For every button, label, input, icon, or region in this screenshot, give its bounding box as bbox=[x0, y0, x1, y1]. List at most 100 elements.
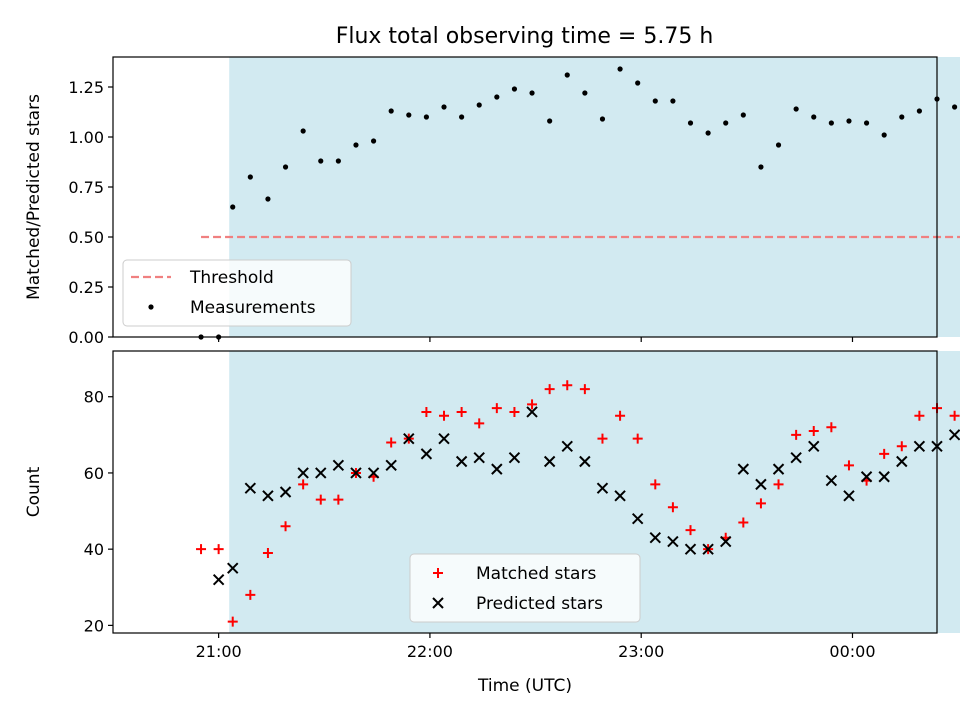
data-point bbox=[386, 437, 397, 448]
y-tick-label: 60 bbox=[84, 464, 104, 483]
data-point bbox=[649, 532, 661, 544]
data-point bbox=[755, 498, 766, 509]
data-point bbox=[667, 535, 679, 548]
data-point bbox=[705, 130, 711, 136]
legend-box bbox=[122, 259, 352, 327]
y-tick-label: 40 bbox=[84, 540, 104, 559]
legend-predicted-swatch bbox=[432, 597, 444, 609]
data-point bbox=[438, 432, 450, 445]
data-point bbox=[791, 429, 802, 440]
data-point bbox=[212, 573, 225, 586]
data-point bbox=[441, 104, 447, 110]
legend-label: Measurements bbox=[190, 298, 316, 318]
legend-measurements-swatch bbox=[148, 304, 154, 310]
data-point bbox=[318, 158, 324, 164]
data-point bbox=[758, 164, 764, 170]
data-point bbox=[300, 128, 306, 134]
data-point bbox=[297, 467, 309, 479]
y-tick-label: 0.75 bbox=[68, 178, 104, 197]
data-point bbox=[775, 142, 782, 148]
data-point bbox=[439, 410, 450, 421]
data-point bbox=[772, 463, 785, 475]
data-point bbox=[367, 467, 380, 479]
data-point bbox=[652, 98, 658, 104]
data-point bbox=[298, 479, 309, 490]
data-point bbox=[543, 455, 556, 468]
legend-box bbox=[409, 553, 641, 623]
data-point bbox=[350, 467, 362, 479]
data-point bbox=[282, 164, 289, 170]
data-point bbox=[227, 562, 239, 574]
data-point bbox=[952, 104, 958, 110]
data-point bbox=[828, 120, 834, 126]
data-point bbox=[526, 406, 538, 418]
data-point bbox=[227, 616, 238, 627]
data-point bbox=[529, 90, 535, 96]
data-point bbox=[808, 440, 820, 452]
data-point bbox=[808, 426, 819, 437]
data-point bbox=[564, 72, 570, 78]
data-point bbox=[474, 418, 485, 429]
data-point bbox=[459, 114, 465, 120]
plot-frame bbox=[112, 56, 938, 338]
data-point bbox=[388, 108, 394, 114]
data-point bbox=[948, 429, 960, 441]
data-point bbox=[403, 432, 415, 445]
data-point bbox=[755, 478, 767, 491]
data-point bbox=[667, 502, 678, 513]
data-point bbox=[740, 112, 746, 118]
data-point bbox=[860, 471, 873, 483]
data-point bbox=[511, 86, 518, 92]
data-point bbox=[196, 544, 207, 555]
data-point bbox=[420, 448, 433, 460]
data-point bbox=[615, 410, 626, 421]
data-point bbox=[684, 543, 697, 555]
data-point bbox=[687, 120, 694, 126]
y-tick-label: 0.00 bbox=[68, 328, 104, 347]
data-point bbox=[315, 494, 326, 505]
data-point bbox=[825, 474, 838, 487]
data-point bbox=[793, 106, 799, 112]
data-point bbox=[527, 399, 538, 410]
data-point bbox=[720, 535, 732, 548]
data-point bbox=[456, 406, 467, 417]
x-tick-label: 00:00 bbox=[829, 642, 875, 661]
data-point bbox=[811, 114, 817, 120]
x-tick-label: 21:00 bbox=[196, 642, 242, 661]
data-point bbox=[421, 406, 432, 417]
y-tick-label: 80 bbox=[84, 388, 104, 407]
data-point bbox=[617, 66, 623, 72]
x-tick-label: 23:00 bbox=[618, 642, 664, 661]
data-point bbox=[878, 471, 890, 483]
data-point bbox=[773, 479, 784, 490]
data-point bbox=[562, 380, 573, 391]
data-point bbox=[544, 384, 555, 395]
data-point bbox=[280, 521, 291, 532]
data-point bbox=[213, 544, 224, 555]
data-point bbox=[826, 422, 837, 433]
series-measurements bbox=[198, 66, 958, 340]
data-point bbox=[599, 116, 606, 122]
legend-label: Predicted stars bbox=[476, 594, 603, 614]
data-point bbox=[473, 451, 485, 464]
data-point bbox=[863, 120, 870, 126]
data-point bbox=[491, 463, 503, 475]
data-point bbox=[949, 410, 960, 421]
data-point bbox=[670, 98, 676, 104]
data-point bbox=[262, 490, 274, 502]
y-tick-label: 20 bbox=[84, 616, 104, 635]
data-point bbox=[843, 490, 855, 502]
data-point bbox=[455, 455, 468, 468]
data-point bbox=[370, 138, 377, 144]
y-axis-label: Matched/Predicted stars bbox=[24, 94, 44, 300]
y-axis-label: Count bbox=[24, 466, 44, 517]
data-point bbox=[547, 118, 553, 124]
x-axis-label: Time (UTC) bbox=[477, 676, 572, 696]
data-point bbox=[843, 460, 854, 471]
data-point bbox=[879, 448, 890, 459]
data-point bbox=[790, 451, 802, 464]
data-point bbox=[632, 433, 643, 444]
data-point bbox=[385, 459, 397, 472]
data-point bbox=[650, 479, 661, 490]
